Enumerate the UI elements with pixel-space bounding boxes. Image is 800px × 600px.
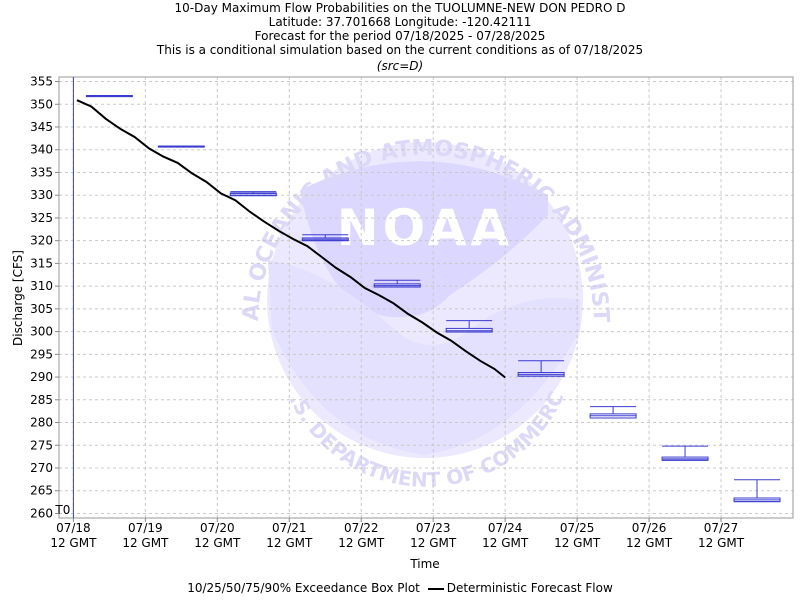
exceedance-box [589,406,637,419]
exceedance-boxes [85,95,781,503]
x-tick-time-label: 12 GMT [626,536,673,550]
legend-line-swatch [427,587,444,590]
x-tick-date-label: 07/21 [272,521,307,535]
exceedance-box [661,445,709,461]
x-tick-time-label: 12 GMT [266,536,313,550]
deterministic-flow [76,99,506,379]
y-tick-label: 285 [30,393,53,407]
x-tick-time-label: 12 GMT [554,536,601,550]
chart-title: 10-Day Maximum Flow Probabilities on the… [174,1,626,15]
y-tick-label: 265 [30,484,53,498]
x-tick-date-label: 07/23 [416,521,451,535]
legend-forecast-flow-label: Deterministic Forecast Flow [446,581,613,595]
exceedance-box [733,479,781,503]
chart-location: Latitude: 37.701668 Longitude: -120.4211… [268,15,532,29]
x-tick-date-label: 07/24 [488,521,523,535]
y-axis: 260 265 270 275 280 285 290 295 300 305 310 315 320 3… [30,75,59,520]
y-tick-label: 305 [30,302,53,316]
y-tick-label: 345 [30,120,53,134]
x-tick-date-label: 07/27 [704,521,739,535]
y-tick-label: 320 [30,234,53,248]
chart-condition-note: This is a conditional simulation based o… [156,43,644,57]
y-tick-label: 270 [30,461,53,475]
x-tick-time-label: 12 GMT [338,536,385,550]
y-tick-label: 275 [30,438,53,452]
x-tick-date-label: 07/22 [344,521,379,535]
noaa-wave-icon [268,260,580,455]
y-tick-label: 325 [30,211,53,225]
x-tick-date-label: 07/20 [200,521,235,535]
exceedance-box [445,320,493,333]
exceedance-box [85,95,133,98]
y-tick-label: 260 [30,506,53,520]
x-axis-label: Time [409,557,439,571]
x-tick-time-label: 12 GMT [194,536,241,550]
y-axis-label: Discharge [CFS] [11,250,25,346]
y-tick-label: 310 [30,279,53,293]
x-tick-date-label: 07/25 [560,521,595,535]
exceedance-box [157,145,205,148]
y-tick-label: 340 [30,143,53,157]
y-tick-label: 300 [30,325,53,339]
exceedance-box [301,234,349,242]
chart-period: Forecast for the period 07/18/2025 - 07/… [254,29,546,43]
plot-frame [58,76,794,519]
y-tick-label: 280 [30,416,53,430]
noaa-bird-icon [300,161,548,318]
exceedance-box [517,360,565,377]
y-tick-label: 330 [30,188,53,202]
x-tick-time-label: 12 GMT [482,536,529,550]
x-tick-date-label: 07/19 [128,521,163,535]
legend-box-plot-label: 10/25/50/75/90% Exceedance Box Plot [187,581,420,595]
chart-source: (src=D) [376,59,424,73]
y-tick-label: 335 [30,165,53,179]
exceedance-box [373,279,421,288]
x-tick-time-label: 12 GMT [50,536,97,550]
y-tick-label: 290 [30,370,53,384]
y-tick-label: 295 [30,347,53,361]
y-tick-label: 350 [30,97,53,111]
exceedance-box [229,191,277,197]
chart-legend: 10/25/50/75/90% Exceedance Box Plot Dete… [0,581,800,595]
deterministic-flow-line [76,99,506,379]
t0-label: T0 [54,503,70,517]
y-tick-label: 355 [30,75,53,89]
y-tick-label: 315 [30,256,53,270]
x-tick-date-label: 07/26 [632,521,667,535]
x-tick-time-label: 12 GMT [122,536,169,550]
x-tick-time-label: 12 GMT [698,536,745,550]
x-tick-time-label: 12 GMT [410,536,457,550]
x-tick-date-label: 07/18 [56,521,91,535]
grid-lines [59,77,793,518]
t0-marker: T0 [54,77,74,518]
noaa-logo-text: NOAA [337,199,513,257]
